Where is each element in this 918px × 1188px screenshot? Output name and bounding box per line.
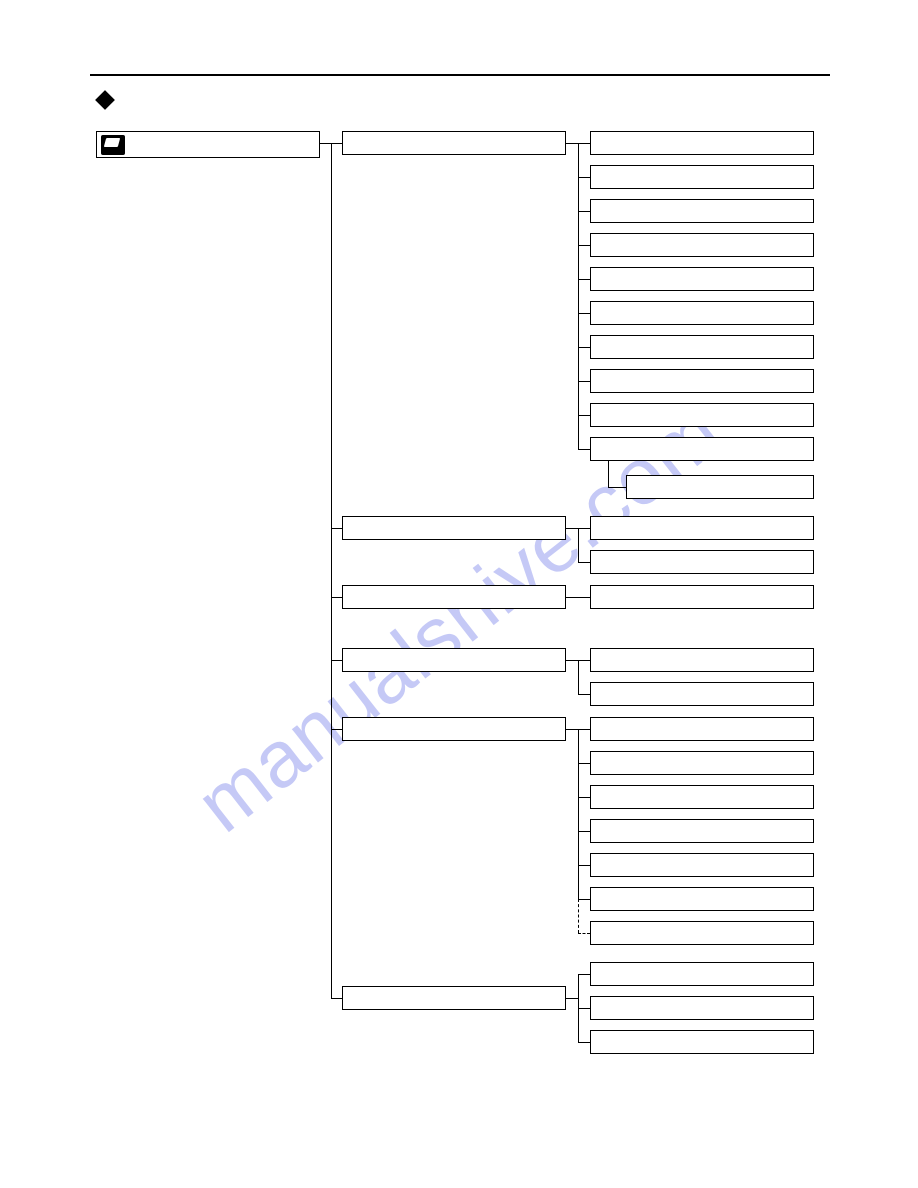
tree-leaf (590, 199, 814, 223)
tree-branch (342, 585, 566, 609)
tree-leaf (626, 475, 814, 499)
tree-leaf (590, 301, 814, 325)
tree-root (96, 131, 320, 158)
connector-v (578, 528, 579, 562)
connector-h (578, 562, 590, 563)
connector-h (566, 660, 578, 661)
connector-h (578, 660, 590, 661)
connector-h (608, 487, 626, 488)
connector-v (331, 143, 332, 998)
connector-v (578, 660, 579, 694)
tree-leaf (590, 717, 814, 741)
connector-h (578, 1042, 590, 1043)
connector-h (578, 865, 590, 866)
header-rule (90, 74, 830, 76)
tree-leaf (590, 962, 814, 986)
connector-h (331, 143, 342, 144)
page: manualshive.com (0, 0, 918, 1188)
connector-h (566, 998, 578, 999)
connector-h (578, 211, 590, 212)
tree-leaf (590, 131, 814, 155)
section-bullet (95, 90, 115, 110)
connector-h (578, 415, 590, 416)
connector-h (578, 729, 590, 730)
tree-leaf (590, 682, 814, 706)
connector-h (578, 899, 590, 900)
connector-h (566, 729, 578, 730)
connector-v (578, 143, 579, 449)
connector-h (578, 831, 590, 832)
connector-h (578, 974, 590, 975)
tree-leaf (590, 516, 814, 540)
connector-h (331, 729, 342, 730)
connector-h (578, 279, 590, 280)
connector-h (578, 694, 590, 695)
tree-leaf (590, 165, 814, 189)
tree-leaf (590, 853, 814, 877)
tree-leaf (590, 1030, 814, 1054)
connector-h (578, 381, 590, 382)
tree-leaf (590, 996, 814, 1020)
connector-h (578, 933, 590, 934)
connector-h (578, 177, 590, 178)
connector-h (566, 597, 578, 598)
tree-leaf (590, 785, 814, 809)
tree-branch (342, 516, 566, 540)
tree-leaf (590, 403, 814, 427)
tree-leaf (590, 233, 814, 257)
connector-h (320, 143, 331, 144)
tree-branch (342, 717, 566, 741)
connector-h (578, 245, 590, 246)
tree-leaf (590, 751, 814, 775)
connector-h (578, 449, 590, 450)
tag-icon (101, 135, 125, 155)
tree-leaf (590, 585, 814, 609)
connector-h (578, 797, 590, 798)
tree-leaf (590, 335, 814, 359)
tree-branch (342, 648, 566, 672)
connector-h (331, 597, 342, 598)
tree-leaf (590, 819, 814, 843)
tree-leaf (590, 267, 814, 291)
connector-h (578, 347, 590, 348)
connector-h (578, 313, 590, 314)
connector-h (578, 1008, 590, 1009)
tree-leaf (590, 648, 814, 672)
connector-v (608, 461, 609, 487)
tree-branch (342, 986, 566, 1010)
tree-branch (342, 131, 566, 155)
connector-h (331, 998, 342, 999)
tree-leaf (590, 550, 814, 574)
tree-leaf (590, 437, 814, 461)
connector-h (578, 528, 590, 529)
connector-h (578, 597, 590, 598)
connector-h (566, 143, 578, 144)
connector-h (578, 763, 590, 764)
connector-h (578, 143, 590, 144)
tree-leaf (590, 921, 814, 945)
tree-leaf (590, 369, 814, 393)
connector-h (566, 528, 578, 529)
connector-h (331, 528, 342, 529)
tree-leaf (590, 887, 814, 911)
connector-v (578, 729, 579, 899)
connector-h (331, 660, 342, 661)
connector-v (578, 899, 579, 933)
